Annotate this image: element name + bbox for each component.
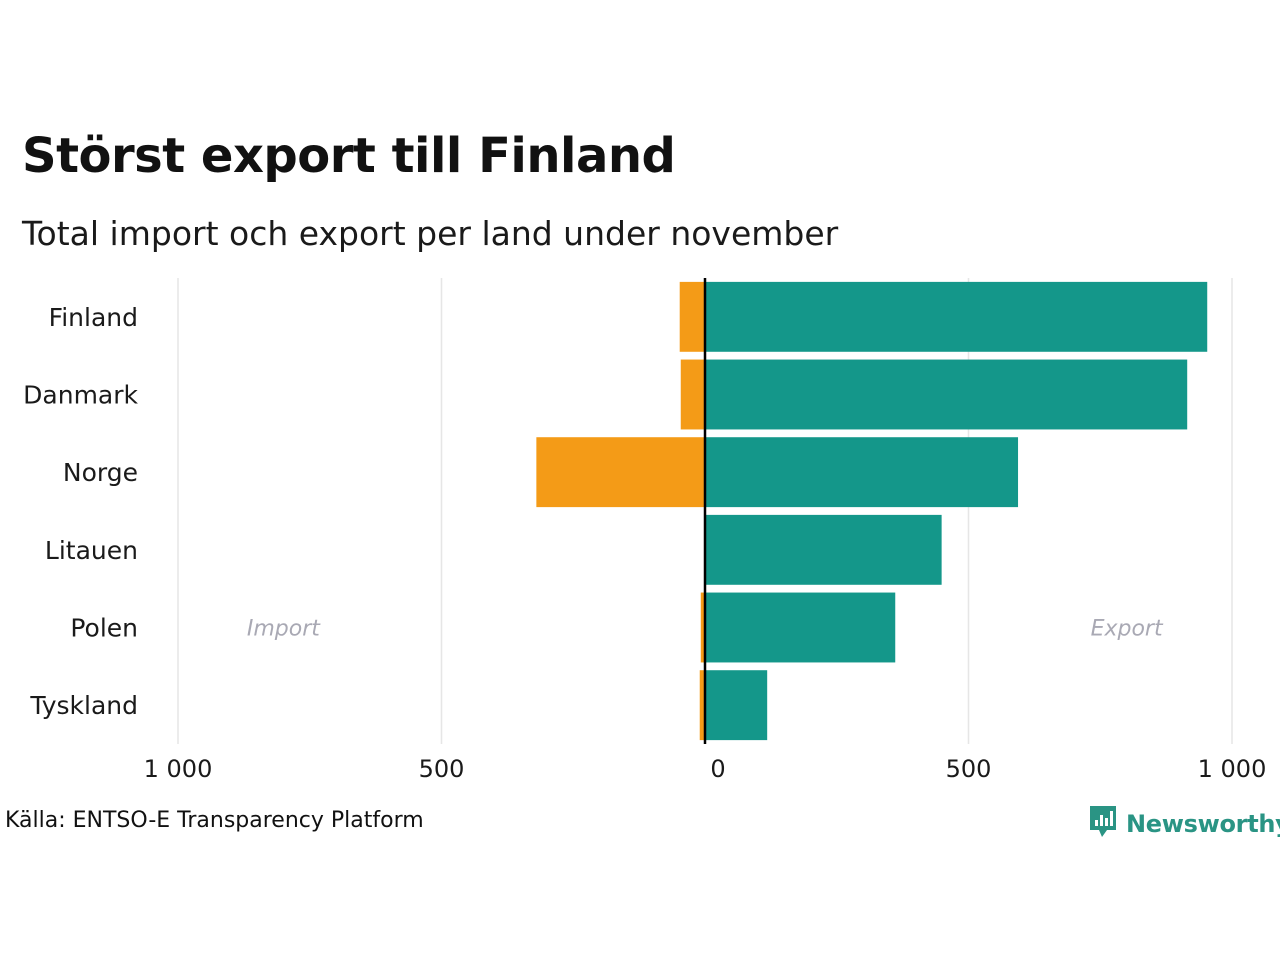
label-layer: 1 000 500 0 500 1 000 Finland Danmark Norge Lita… xyxy=(23,303,1266,783)
export-bar xyxy=(705,670,768,741)
x-tick-label: 500 xyxy=(419,755,465,783)
export-bar xyxy=(705,359,1188,430)
export-bar xyxy=(705,281,1208,352)
import-bar xyxy=(700,592,705,663)
import-bar xyxy=(679,281,705,352)
x-tick-label: 1 000 xyxy=(1198,755,1267,783)
export-bar xyxy=(705,592,896,663)
category-label: Finland xyxy=(49,303,138,332)
import-export-chart: 1 000 500 0 500 1 000 Finland Danmark Norge Lita… xyxy=(23,278,1266,783)
bar-layer xyxy=(536,278,1208,744)
category-label: Litauen xyxy=(45,536,138,565)
import-side-label: Import xyxy=(247,617,321,642)
chart-title: Störst export till Finland xyxy=(22,128,676,184)
source-note: Källa: ENTSO-E Transparency Platform xyxy=(5,808,424,833)
import-bar xyxy=(699,670,705,741)
newsworthy-logo-icon xyxy=(1088,804,1118,844)
x-tick-label: 1 000 xyxy=(144,755,213,783)
grid-layer xyxy=(177,278,1233,744)
category-label: Polen xyxy=(70,614,138,643)
category-label: Norge xyxy=(63,458,138,487)
brand-name: Newsworthy xyxy=(1126,810,1280,838)
x-tick-label: 500 xyxy=(946,755,992,783)
chart-subtitle: Total import och export per land under n… xyxy=(22,214,839,253)
category-label: Tyskland xyxy=(29,691,138,720)
category-label: Danmark xyxy=(23,381,138,410)
import-bar xyxy=(536,437,705,508)
x-tick-label: 0 xyxy=(710,755,725,783)
export-bar xyxy=(705,437,1019,508)
export-bar xyxy=(705,514,942,585)
export-side-label: Export xyxy=(1091,617,1164,642)
brand-logo[interactable]: Newsworthy xyxy=(1088,804,1280,844)
import-bar xyxy=(680,359,705,430)
